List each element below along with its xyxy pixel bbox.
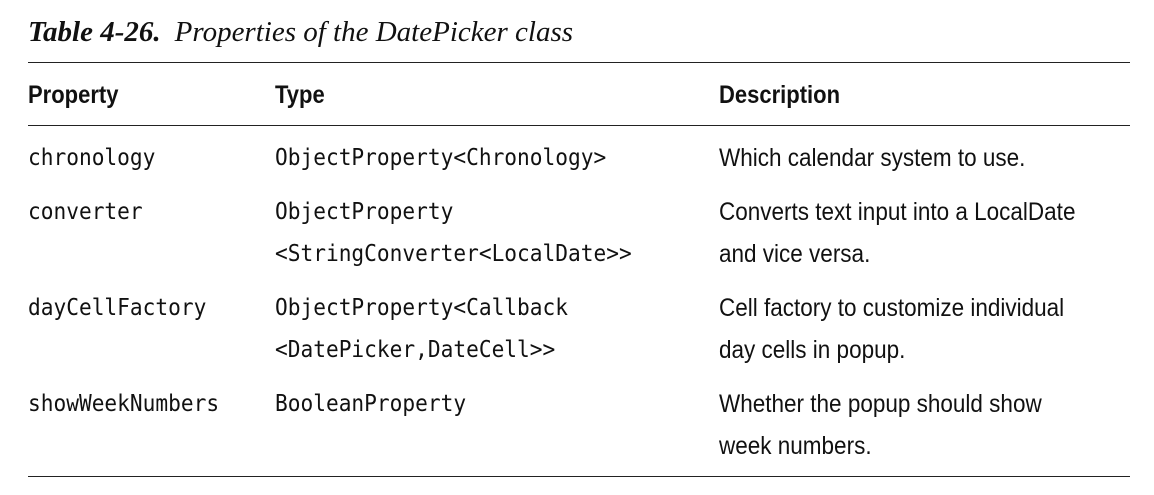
description-line: day cells in popup. [719, 336, 906, 364]
property-cell: showWeekNumbers [28, 383, 275, 479]
description-line: Whether the popup should show [719, 390, 1042, 418]
property-name: dayCellFactory [28, 295, 207, 321]
description-cell: Whether the popup should show week numbe… [719, 383, 1130, 479]
type-line: <StringConverter<LocalDate>> [275, 241, 632, 267]
description-cell: Converts text input into a LocalDate and… [719, 191, 1130, 287]
description-cell: Which calendar system to use. [719, 125, 1130, 191]
property-name: chronology [28, 145, 156, 171]
description-line: Cell factory to customize individual [719, 294, 1065, 322]
description-line: Which calendar system to use. [719, 144, 1026, 172]
header-rule [28, 125, 1130, 126]
column-header-description: Description [719, 81, 841, 109]
bottom-rule [28, 476, 1130, 477]
table-title: Properties of the DatePicker class [174, 16, 574, 48]
property-cell: converter [28, 191, 275, 287]
type-cell: ObjectProperty<Callback <DatePicker,Date… [275, 287, 719, 383]
column-header-type: Type [275, 81, 325, 109]
description-line: and vice versa. [719, 240, 871, 268]
type-cell: BooleanProperty [275, 383, 719, 479]
property-cell: chronology [28, 125, 275, 191]
type-line: ObjectProperty<Chronology> [275, 145, 607, 171]
type-line: <DatePicker,DateCell>> [275, 337, 556, 363]
type-line: ObjectProperty [275, 199, 454, 225]
type-line: ObjectProperty<Callback [275, 295, 569, 321]
table-row: showWeekNumbers BooleanProperty Whether … [28, 383, 1130, 479]
description-line: Converts text input into a LocalDate [719, 198, 1076, 226]
table-number: Table 4-26. [28, 16, 161, 48]
type-line: BooleanProperty [275, 391, 467, 417]
table-caption: Table 4-26. Properties of the DatePicker … [28, 12, 573, 52]
property-cell: dayCellFactory [28, 287, 275, 383]
type-cell: ObjectProperty<Chronology> [275, 125, 719, 191]
property-name: converter [28, 199, 143, 225]
properties-table: Property Type Description chronology Obj… [28, 66, 1130, 479]
table-row: converter ObjectProperty <StringConverte… [28, 191, 1130, 287]
header-row: Property Type Description [28, 66, 1130, 125]
table-row: dayCellFactory ObjectProperty<Callback <… [28, 287, 1130, 383]
column-header-property: Property [28, 81, 119, 109]
property-name: showWeekNumbers [28, 391, 220, 417]
type-cell: ObjectProperty <StringConverter<LocalDat… [275, 191, 719, 287]
description-cell: Cell factory to customize individual day… [719, 287, 1130, 383]
top-rule [28, 62, 1130, 63]
description-line: week numbers. [719, 432, 872, 460]
table-row: chronology ObjectProperty<Chronology> Wh… [28, 125, 1130, 191]
